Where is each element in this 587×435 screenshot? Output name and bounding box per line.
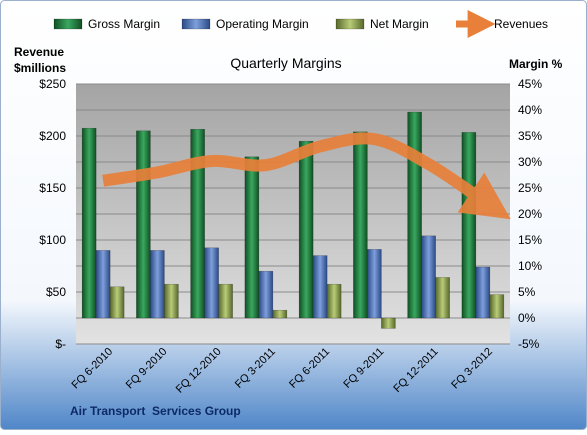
bar-gross-margin-fq-6-2010 (81, 127, 97, 319)
revenues-line (102, 132, 511, 220)
right-tick-label: -5% (518, 337, 540, 351)
bar-net-margin-fq-6-2011 (326, 283, 342, 319)
legend-label-net-margin: Net Margin (370, 17, 429, 31)
right-tick-label: 0% (518, 311, 536, 325)
bar-operating-margin-fq-9-2010 (150, 250, 165, 319)
bar-net-margin-fq-3-2011 (272, 309, 288, 319)
legend-swatch-gross-margin (53, 18, 83, 30)
left-axis-ticks: $- $50 $100 $150 $200 $250 (39, 77, 66, 351)
bar-net-margin-fq-9-2011 (381, 317, 396, 329)
right-tick-label: 15% (518, 233, 542, 247)
bar-operating-margin-fq-6-2011 (312, 255, 328, 319)
left-tick-label: $200 (39, 129, 66, 143)
legend-label-operating-margin: Operating Margin (216, 17, 309, 31)
bar-net-margin-fq-9-2010 (164, 283, 179, 319)
bar-operating-margin-fq-9-2011 (367, 249, 382, 319)
revenue-line-group (102, 132, 511, 220)
bar-net-margin-fq-3-2012 (489, 294, 505, 319)
right-tick-label: 45% (518, 77, 542, 91)
right-axis-ticks: -5% 0% 5% 10% 15% 20% 25% 30% 35% 40% 45% (518, 77, 542, 351)
bar-operating-margin-fq-3-2012 (475, 266, 491, 319)
left-tick-label: $150 (39, 181, 66, 195)
right-tick-label: 20% (518, 207, 542, 221)
bar-operating-margin-fq-3-2011 (258, 270, 274, 319)
right-tick-label: 35% (518, 129, 542, 143)
right-tick-label: 30% (518, 155, 542, 169)
legend-label-revenues: Revenues (494, 17, 548, 31)
left-tick-label: $- (55, 337, 66, 351)
bar-gross-margin-fq-12-2011 (407, 111, 422, 319)
right-tick-label: 10% (518, 259, 542, 273)
left-tick-label: $100 (39, 233, 66, 247)
left-tick-label: $50 (46, 285, 66, 299)
bar-operating-margin-fq-6-2010 (95, 250, 111, 319)
bar-net-margin-fq-6-2010 (109, 286, 125, 319)
left-axis-label-line2: $millions (14, 61, 66, 75)
legend-label-gross-margin: Gross Margin (88, 17, 160, 31)
company-name: Air Transport Services Group (70, 404, 241, 418)
left-axis-label-line1: Revenue (14, 45, 64, 59)
bar-net-margin-fq-12-2010 (218, 283, 233, 319)
bar-operating-margin-fq-12-2011 (421, 235, 436, 319)
right-tick-label: 25% (518, 181, 542, 195)
right-tick-label: 40% (518, 103, 542, 117)
bar-gross-margin-fq-9-2010 (136, 130, 151, 319)
chart-title: Quarterly Margins (230, 55, 341, 71)
bar-operating-margin-fq-12-2010 (204, 247, 219, 319)
legend-swatch-operating-margin (181, 18, 211, 30)
bar-gross-margin-fq-3-2011 (244, 156, 260, 319)
bar-gross-margin-fq-12-2010 (190, 128, 205, 319)
bar-gross-margin-fq-3-2012 (461, 132, 477, 319)
left-tick-label: $250 (39, 77, 66, 91)
bar-net-margin-fq-12-2011 (435, 277, 450, 319)
legend: Gross Margin Operating Margin Net Margin Re… (53, 10, 548, 38)
right-axis-label: Margin % (509, 57, 563, 71)
bar-gross-margin-fq-9-2011 (353, 131, 368, 319)
legend-swatch-net-margin (335, 18, 365, 30)
right-tick-label: 5% (518, 285, 536, 299)
bar-gross-margin-fq-6-2011 (298, 140, 314, 319)
